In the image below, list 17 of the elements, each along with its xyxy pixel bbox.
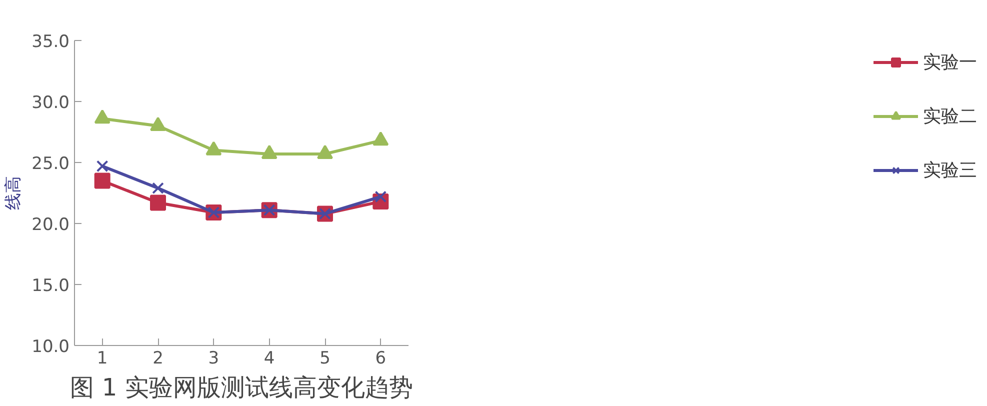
y-tick-label: 30.0 — [32, 93, 70, 113]
x-tick-label: 5 — [320, 348, 330, 368]
text: 图 1 实验网版测试线高变化趋势 — [70, 374, 413, 402]
x-tick-label: 3 — [208, 348, 220, 368]
y-tick-label: 35.0 — [32, 32, 70, 52]
y-tick-label: 20.0 — [32, 215, 70, 235]
y-tick-label: 25.0 — [32, 154, 70, 174]
legend-label: 实验二 — [923, 105, 977, 128]
x-tick-label: 1 — [96, 348, 108, 368]
y-tick-label: 15.0 — [32, 276, 70, 296]
x-tick-label: 4 — [264, 348, 275, 368]
y-axis-title: 线高 — [4, 176, 24, 210]
x-tick-label: 2 — [152, 348, 164, 368]
x-tick-label: 6 — [375, 348, 386, 368]
y-tick-label: 10.0 — [32, 337, 70, 357]
legend-label: 实验三 — [923, 159, 977, 182]
legend-label: 实验一 — [923, 51, 977, 74]
